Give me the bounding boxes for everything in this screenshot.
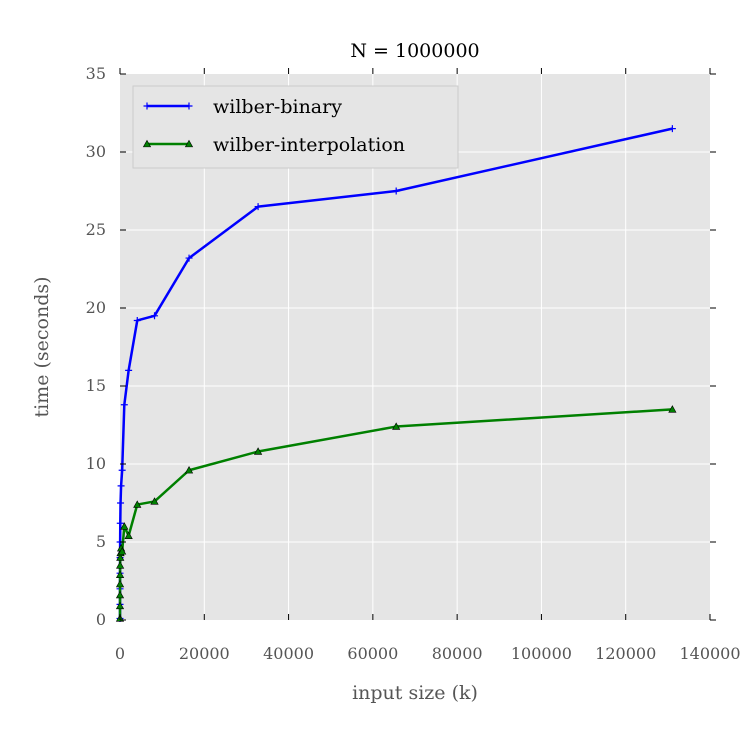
data-point-wilber-interpolation: [133, 500, 142, 508]
data-point-wilber-binary: [118, 466, 126, 474]
data-point-wilber-binary: [392, 187, 400, 195]
data-point-wilber-binary: [151, 312, 159, 320]
series-wilber-interpolation: [115, 405, 677, 622]
x-tick-label: 20000: [179, 644, 230, 663]
data-point-wilber-binary: [254, 203, 262, 211]
y-axis-label: time (seconds): [31, 276, 53, 417]
ticks: 0 20000 40000 60000 80000 100000 120000 140000 0…: [86, 64, 741, 663]
y-tick-label: 5: [96, 532, 106, 551]
data-point-wilber-interpolation: [253, 447, 263, 455]
y-tick-label: 15: [86, 376, 106, 395]
x-tick-label: 140000: [679, 644, 740, 663]
data-point-wilber-binary: [185, 254, 193, 262]
data-point-wilber-interpolation: [115, 590, 125, 599]
y-tick-label: 10: [86, 454, 106, 473]
y-tick-label: 35: [86, 64, 106, 83]
legend-label-wilber-interpolation: wilber-interpolation: [213, 134, 405, 156]
legend-marker-wilber-binary: [143, 102, 193, 110]
x-axis-label: input size (k): [352, 682, 478, 704]
data-point-wilber-binary: [668, 125, 676, 133]
y-tick-label: 20: [86, 298, 106, 317]
data-point-wilber-interpolation: [115, 601, 125, 610]
data-point-wilber-binary: [116, 519, 124, 527]
series-layer: [115, 125, 677, 622]
data-point-wilber-binary: [133, 316, 141, 324]
data-point-wilber-binary: [117, 499, 125, 507]
data-point-wilber-interpolation: [116, 561, 125, 569]
legend-label-wilber-binary: wilber-binary: [213, 96, 342, 118]
data-point-wilber-interpolation: [120, 522, 129, 530]
x-tick-label: 80000: [432, 644, 483, 663]
data-point-wilber-interpolation: [116, 553, 125, 561]
legend-box: [132, 85, 459, 169]
data-point-wilber-interpolation: [118, 547, 127, 555]
legend-marker-point: [143, 102, 151, 110]
data-point-wilber-interpolation: [115, 579, 125, 588]
data-point-wilber-binary: [117, 482, 125, 490]
legend-marker-point: [184, 139, 194, 148]
data-point-wilber-interpolation: [150, 497, 159, 505]
legend-marker-point: [185, 102, 193, 110]
data-point-wilber-interpolation: [392, 422, 401, 430]
legend-marker-wilber-interpolation: [142, 139, 194, 148]
x-tick-label: 40000: [263, 644, 314, 663]
legend: wilber-binary wilber-interpolation: [132, 85, 459, 169]
x-tick-label: 120000: [595, 644, 656, 663]
y-tick-label: 30: [86, 142, 106, 161]
x-tick-label: 100000: [511, 644, 572, 663]
data-point-wilber-binary: [125, 366, 133, 374]
legend-marker-point: [142, 139, 152, 148]
chart-title: N = 1000000: [350, 40, 479, 62]
data-point-wilber-interpolation: [124, 531, 133, 539]
data-point-wilber-interpolation: [668, 405, 677, 413]
data-point-wilber-interpolation: [115, 570, 125, 578]
data-point-wilber-interpolation: [184, 466, 194, 474]
data-point-wilber-binary: [120, 401, 128, 409]
y-tick-label: 25: [86, 220, 106, 239]
y-tick-label: 0: [96, 610, 106, 629]
x-tick-label: 60000: [347, 644, 398, 663]
x-tick-label: 0: [115, 644, 125, 663]
